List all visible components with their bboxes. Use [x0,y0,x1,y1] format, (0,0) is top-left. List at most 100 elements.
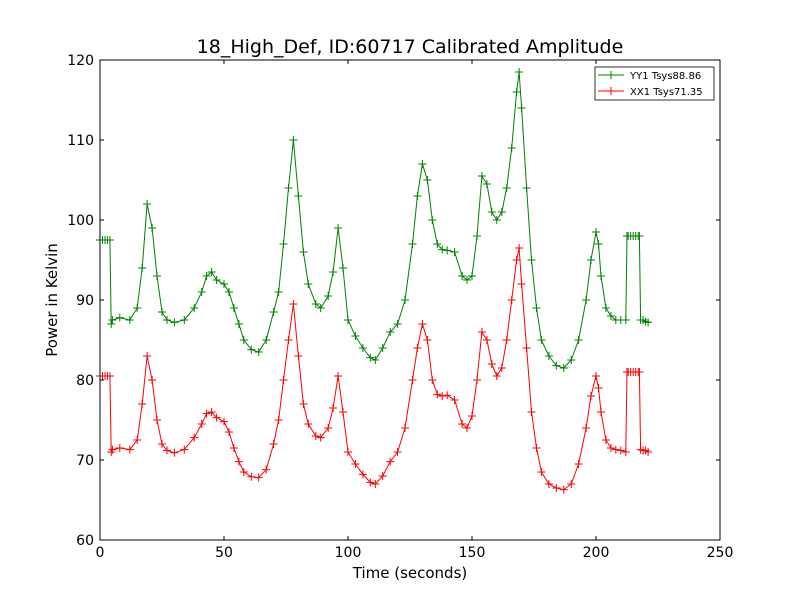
series-1-point [115,313,124,322]
series-2-point [582,424,591,432]
legend-entries: YY1 Tsys88.86 XX1 Tsys71.35 [598,71,703,98]
series-2-point [443,391,452,400]
series-2-point [225,428,233,436]
series-1-point [433,240,442,248]
series-2-point [616,446,625,455]
series-2-point [408,376,417,384]
x-tick-label: 200 [583,545,610,561]
series-2-point [522,344,531,352]
chart-title: 18_High_Def, ID:60717 Calibrated Amplitu… [197,36,624,58]
series-1-point [408,240,417,248]
series-2-point [115,444,124,452]
series-2-point [366,478,375,487]
series-1-point [202,272,211,280]
series-2-point [344,448,352,456]
series-1-point [143,200,152,208]
series-2-point [512,256,521,264]
series-2-point [487,360,496,368]
axes-frame [99,59,721,541]
series-1-point [344,316,352,324]
series-2-point [311,432,320,440]
y-tick-label: 60 [76,533,94,549]
legend-marker-1 [607,71,615,79]
series-1-point [537,336,546,344]
series-1-point [125,316,134,324]
y-tick-label: 110 [67,133,94,149]
series-1-point [423,176,432,184]
series-2-point [621,448,630,456]
series-1-point [567,356,576,364]
series-1-point [234,320,243,328]
series-2-point [351,460,360,468]
series-2-point [502,336,511,344]
series-1-point [284,184,293,192]
series-2-point [138,400,147,408]
series-1-point [329,268,338,276]
legend: YY1 Tsys88.86 XX1 Tsys71.35 [594,66,715,101]
series-1-point [190,304,199,312]
series-1-point [635,232,644,240]
series-2-point [334,372,343,380]
series-1-point [477,172,486,180]
series-1-point [212,276,221,284]
series-2-point [339,408,347,416]
series-2-point [358,470,367,479]
series-1-point [515,68,524,76]
series-1-point [497,208,506,216]
series-1-point [492,216,501,224]
series-2-point [574,460,583,468]
series-2-point [170,448,179,457]
x-tick-label: 100 [335,545,362,561]
series-1-point [574,336,583,344]
series-1-point [450,248,459,256]
series-1-point [413,192,422,200]
series-2-point [428,376,437,384]
series-2-point [207,408,216,416]
series-2-point [125,445,134,454]
series-2-point [299,400,308,408]
series-1-point [170,318,179,327]
series-1-point [443,246,452,255]
series-1-point [463,276,471,284]
series-1-point [386,328,395,336]
series-2-point [567,480,576,488]
series-1-point [225,288,233,296]
series-1-point [606,312,615,320]
series-1-point [311,300,320,308]
series-1-point [274,288,283,296]
series-1-point [522,184,531,192]
series-2-point [153,416,161,424]
series-2-point [284,336,293,344]
series-1-point [502,184,511,192]
series-2-point [463,424,471,432]
series-2-point [423,336,432,344]
series-1-point [482,180,491,188]
series-1-point [324,292,333,300]
series-1-point [507,144,516,152]
series-1-point [107,320,116,328]
series-2-point [212,413,221,422]
series-1-point [254,348,263,356]
series-2-point [532,444,541,452]
series-1-point [339,264,347,272]
series-1-point [262,336,271,344]
series-1-point [473,232,481,240]
series-1-point [220,280,228,288]
series-2-point [133,436,142,444]
series-1-point [601,304,610,312]
series-2-point [544,480,553,488]
series-1-point [582,296,591,304]
series-1-point [279,240,288,248]
series-2-point [635,368,644,376]
series-2-point [190,433,199,442]
series-2-point [105,372,114,380]
series-1-point [544,352,553,360]
series-2-point [202,409,211,418]
series-2-point [468,412,476,420]
series-2-point [180,445,189,454]
x-tick-label: 150 [459,545,486,561]
series-1-point [180,316,189,324]
series-2-point [517,280,526,288]
series-2-point [143,352,152,360]
